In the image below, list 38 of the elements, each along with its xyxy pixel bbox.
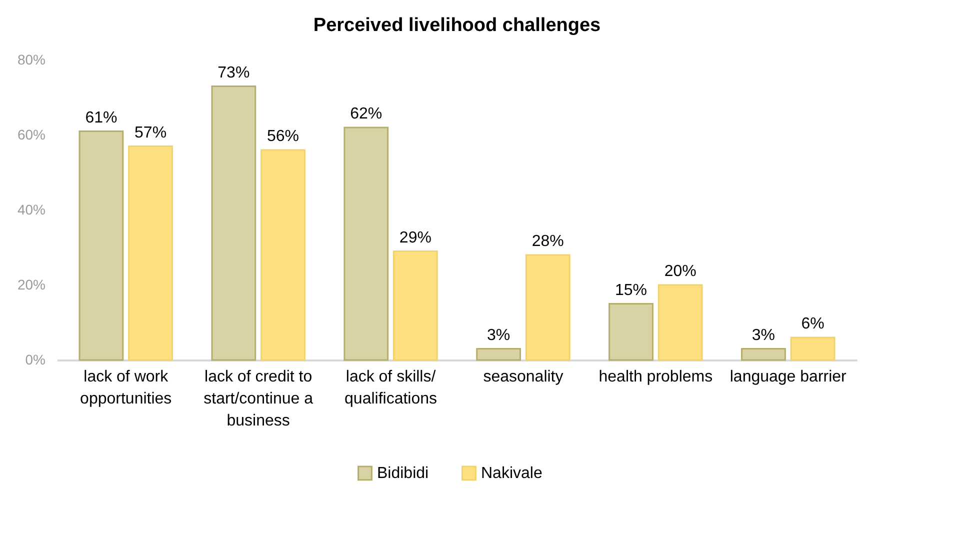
bar: [344, 126, 389, 361]
data-label: 56%: [266, 128, 299, 145]
y-tick-label: 20%: [17, 276, 46, 292]
y-tick-label: 80%: [17, 52, 46, 68]
data-label: 61%: [85, 109, 118, 126]
bar: [211, 86, 256, 361]
data-label: 28%: [532, 233, 564, 250]
chart-title: Perceived livelihood challenges: [313, 15, 601, 36]
x-tick-label: lack of work opportunities: [80, 368, 172, 408]
x-tick-label: lack of skills/ qualifications: [344, 368, 438, 408]
x-tick-label: seasonality: [483, 368, 564, 386]
data-label: 29%: [399, 229, 432, 246]
data-label: 62%: [350, 106, 382, 122]
data-label: 20%: [664, 263, 696, 280]
bar: [128, 146, 173, 361]
data-label: 57%: [134, 124, 167, 142]
data-label: 15%: [615, 282, 648, 299]
bar: [392, 250, 438, 361]
bar: [260, 149, 306, 361]
data-label: 6%: [801, 316, 824, 332]
legend-label: Nakivale: [481, 465, 542, 482]
bar: [476, 348, 522, 361]
legend-label: Bidibidi: [377, 465, 429, 482]
x-tick-label: language barrier: [730, 368, 848, 386]
bar: [525, 254, 570, 361]
bar: [78, 130, 124, 361]
x-tick-label: lack of credit to start/continue a business: [204, 368, 314, 430]
bar: [741, 348, 786, 361]
y-tick-label: 0%: [25, 352, 46, 368]
x-tick-label: health problems: [598, 368, 713, 386]
data-label: 3%: [487, 326, 510, 344]
bar: [608, 303, 654, 361]
y-tick-label: 60%: [17, 126, 46, 142]
y-tick-label: 40%: [17, 202, 46, 218]
bar: [658, 284, 703, 361]
bar: [790, 336, 836, 361]
data-label: 3%: [752, 326, 776, 344]
data-label: 73%: [218, 64, 250, 82]
